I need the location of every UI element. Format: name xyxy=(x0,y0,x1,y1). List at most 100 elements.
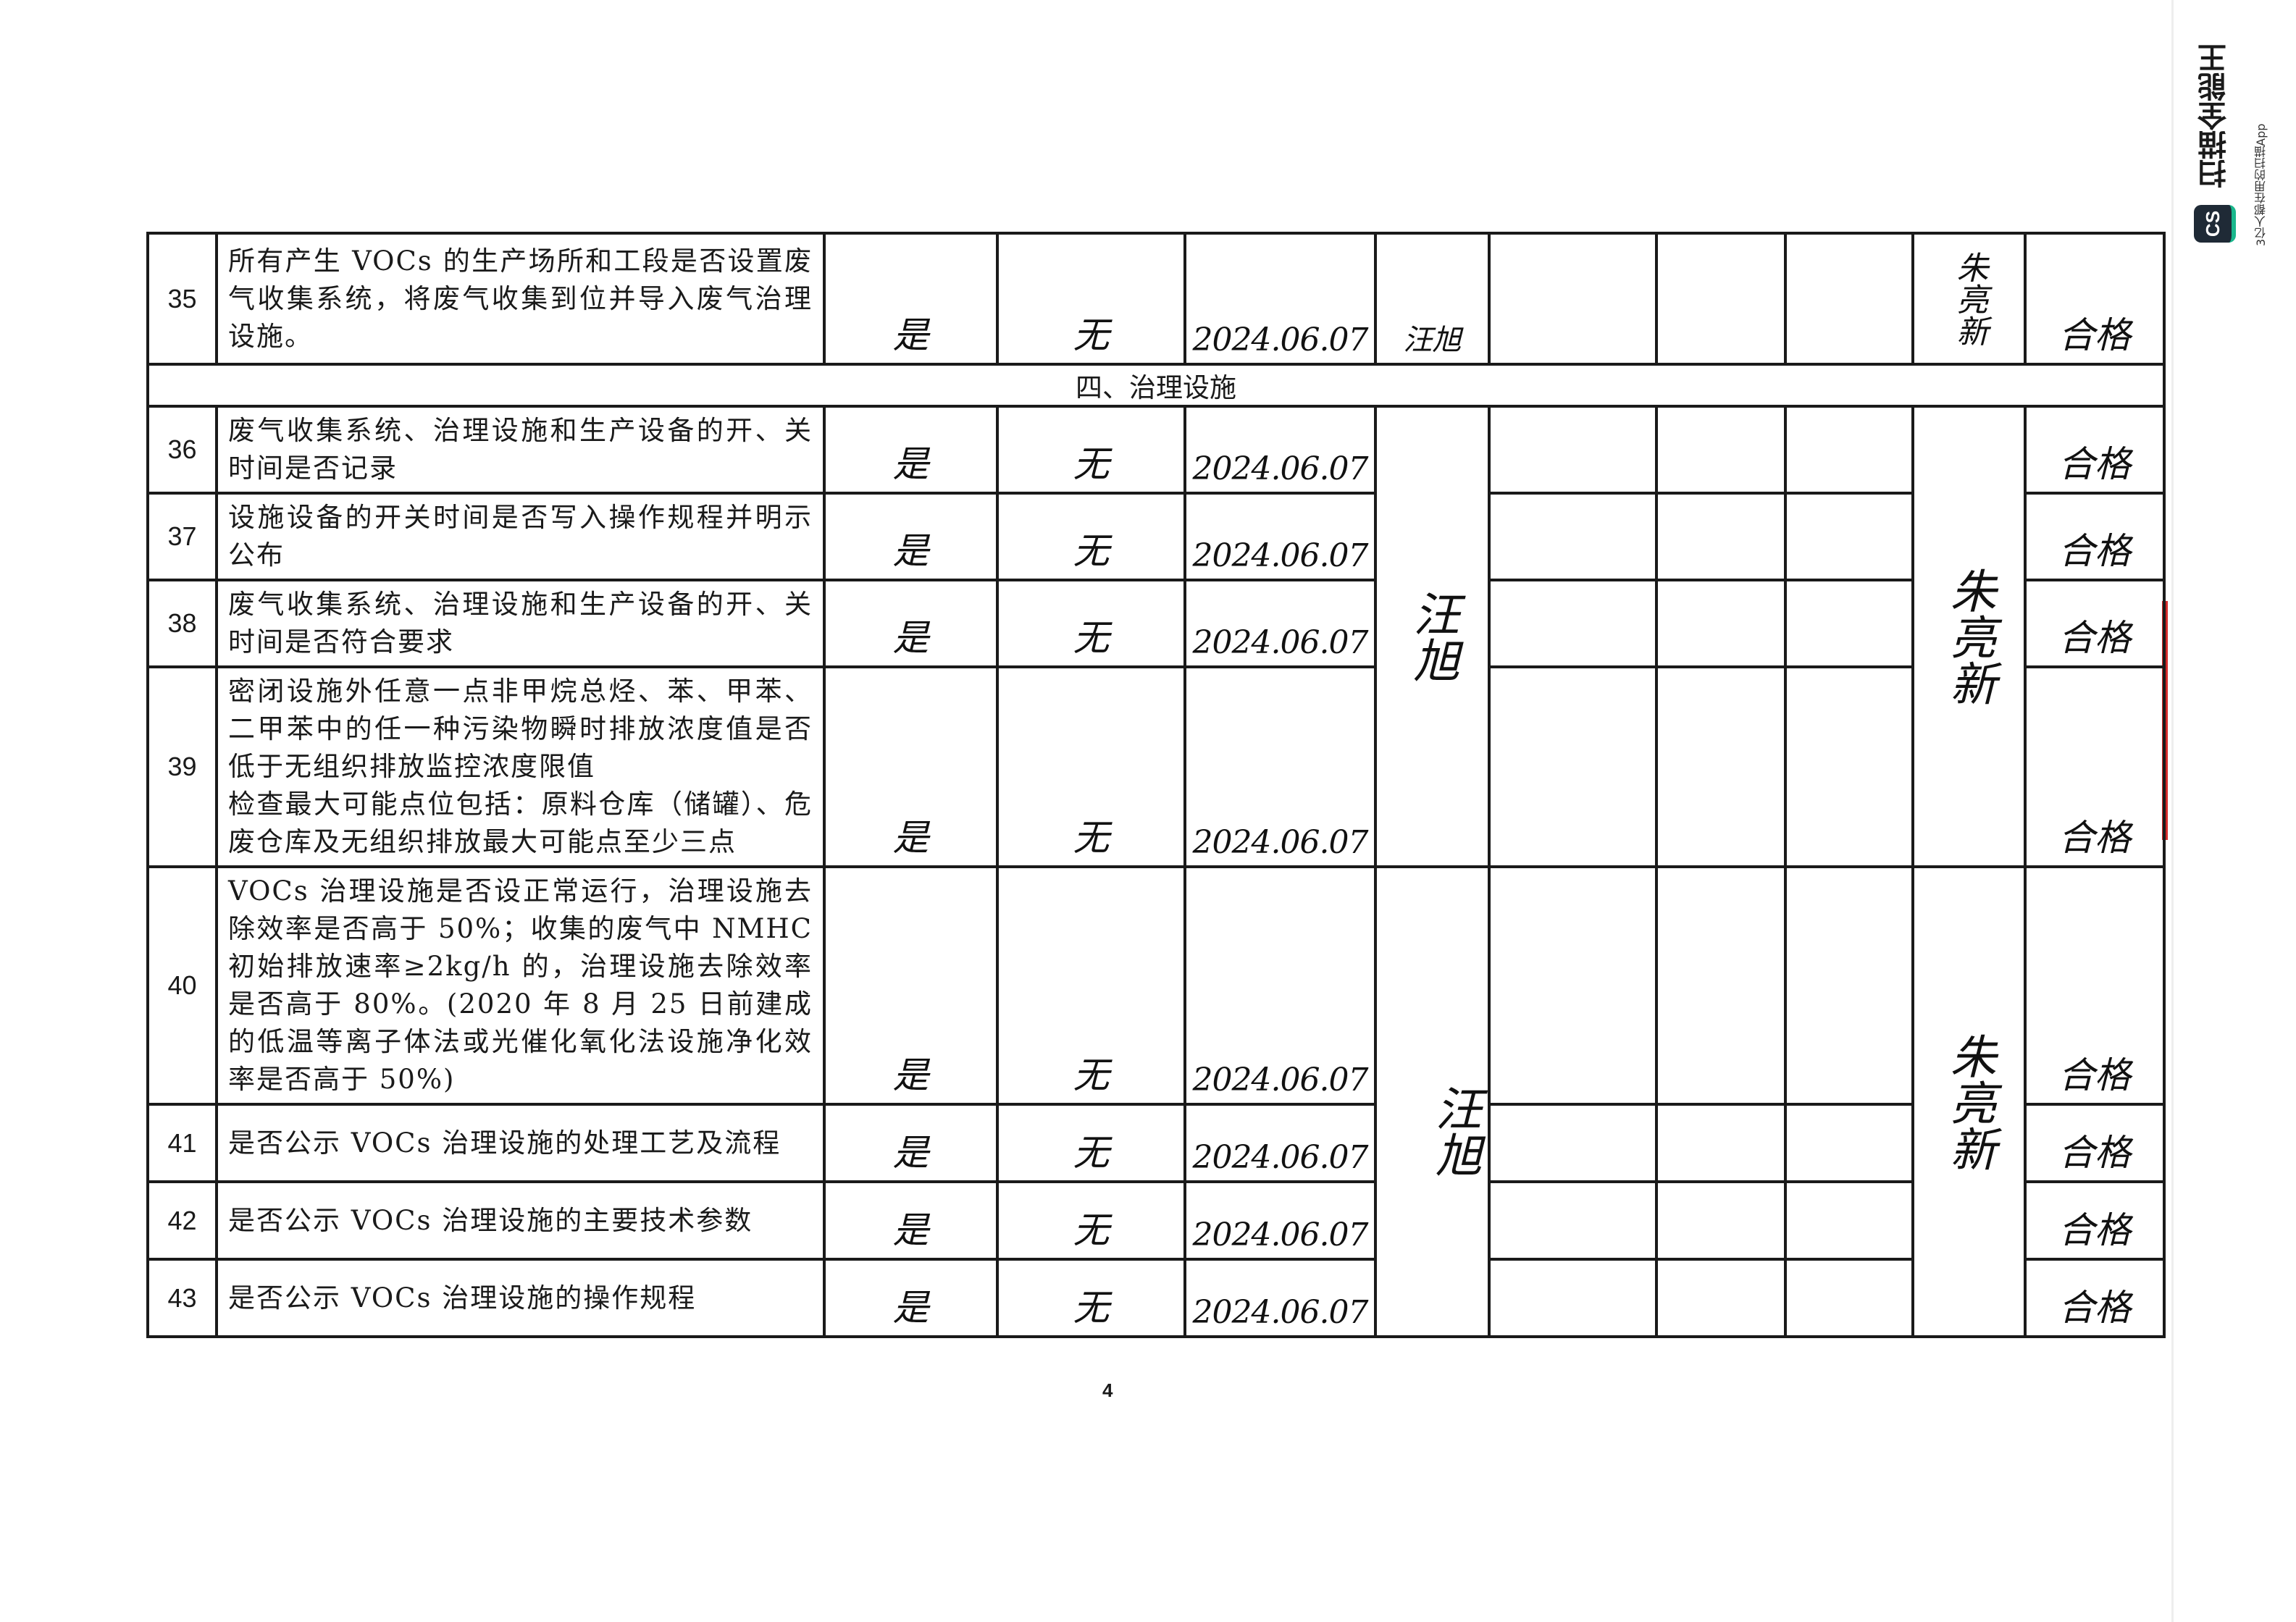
signature: 朱亮新 xyxy=(1911,405,2027,868)
empty-cell xyxy=(1655,865,1787,1106)
empty-cell xyxy=(1488,865,1658,1106)
issue-cell: 无 xyxy=(996,1258,1186,1338)
table-row: 36 废气收集系统、治理设施和生产设备的开、关时间是否记录 是 无 2024.0… xyxy=(146,405,2166,868)
empty-cell xyxy=(1488,579,1658,668)
empty-cell xyxy=(1655,1103,1787,1183)
check-item: 设施设备的开关时间是否写入操作规程并明示公布 xyxy=(215,492,826,581)
issue-cell: 无 xyxy=(996,665,1186,868)
conclusion-cell: 合格 xyxy=(2024,865,2166,1106)
signature: 朱亮新 xyxy=(1911,865,2027,1338)
empty-cell xyxy=(1655,1180,1787,1261)
check-item: 废气收集系统、治理设施和生产设备的开、关时间是否记录 xyxy=(215,405,826,495)
checker-cell: 汪旭 xyxy=(1374,232,1491,366)
table-row: 35 所有产生 VOCs 的生产场所和工段是否设置废气收集系统，将废气收集到位并… xyxy=(146,232,2166,366)
section-title: 四、治理设施 xyxy=(146,363,2166,408)
empty-cell xyxy=(1784,1258,1914,1338)
conclusion-cell: 合格 xyxy=(2024,405,2166,495)
issue-cell: 无 xyxy=(996,405,1186,495)
empty-cell xyxy=(1488,665,1658,868)
empty-cell xyxy=(1488,492,1658,581)
scan-edge xyxy=(2171,0,2174,1622)
check-item: VOCs 治理设施是否设正常运行，治理设施去除效率是否高于 50%；收集的废气中… xyxy=(215,865,826,1106)
empty-cell xyxy=(1488,1258,1658,1338)
conclusion-cell: 合格 xyxy=(2024,1258,2166,1338)
watermark-tagline: 3亿人都在用的扫描App xyxy=(2254,123,2268,246)
date-cell: 2024.06.07 xyxy=(1183,492,1377,581)
row-number: 41 xyxy=(146,1103,218,1183)
row-number: 40 xyxy=(146,865,218,1106)
conclusion-cell: 合格 xyxy=(2024,665,2166,868)
table-row: 37 设施设备的开关时间是否写入操作规程并明示公布 是 无 2024.06.07… xyxy=(146,492,2166,581)
empty-cell xyxy=(1655,665,1787,868)
table-row: 39 密闭设施外任意一点非甲烷总烃、苯、甲苯、二甲苯中的任一种污染物瞬时排放浓度… xyxy=(146,665,2166,868)
issue-cell: 无 xyxy=(996,232,1186,366)
conclusion-cell: 合格 xyxy=(2024,579,2166,668)
check-item: 是否公示 VOCs 治理设施的主要技术参数 xyxy=(215,1180,826,1261)
table-row: 38 废气收集系统、治理设施和生产设备的开、关时间是否符合要求 是 无 2024… xyxy=(146,579,2166,668)
empty-cell xyxy=(1784,665,1914,868)
empty-cell xyxy=(1488,232,1658,366)
checker-signature: 汪旭 xyxy=(1374,405,1491,868)
row-number: 35 xyxy=(146,232,218,366)
result-cell: 是 xyxy=(823,492,999,581)
date-cell: 2024.06.07 xyxy=(1183,1180,1377,1261)
date-cell: 2024.06.07 xyxy=(1183,1258,1377,1338)
cs-logo-icon: CS xyxy=(2194,205,2236,243)
empty-cell xyxy=(1784,579,1914,668)
check-item: 密闭设施外任意一点非甲烷总烃、苯、甲苯、二甲苯中的任一种污染物瞬时排放浓度值是否… xyxy=(215,665,826,868)
empty-cell xyxy=(1655,492,1787,581)
signature: 朱亮新 xyxy=(1911,232,2027,366)
row-number: 39 xyxy=(146,665,218,868)
conclusion-cell: 合格 xyxy=(2024,1103,2166,1183)
result-cell: 是 xyxy=(823,865,999,1106)
date-cell: 2024.06.07 xyxy=(1183,865,1377,1106)
result-cell: 是 xyxy=(823,1180,999,1261)
issue-cell: 无 xyxy=(996,492,1186,581)
result-cell: 是 xyxy=(823,665,999,868)
empty-cell xyxy=(1488,1103,1658,1183)
empty-cell xyxy=(1784,492,1914,581)
result-cell: 是 xyxy=(823,579,999,668)
result-cell: 是 xyxy=(823,232,999,366)
issue-cell: 无 xyxy=(996,1103,1186,1183)
watermark-name: 扫描全能王 xyxy=(2198,43,2232,188)
result-cell: 是 xyxy=(823,405,999,495)
check-item: 是否公示 VOCs 治理设施的操作规程 xyxy=(215,1258,826,1338)
inspection-table: 35 所有产生 VOCs 的生产场所和工段是否设置废气收集系统，将废气收集到位并… xyxy=(146,232,2166,1338)
check-item: 是否公示 VOCs 治理设施的处理工艺及流程 xyxy=(215,1103,826,1183)
row-number: 36 xyxy=(146,405,218,495)
page-number: 4 xyxy=(1102,1379,1113,1401)
check-item: 所有产生 VOCs 的生产场所和工段是否设置废气收集系统，将废气收集到位并导入废… xyxy=(215,232,826,366)
issue-cell: 无 xyxy=(996,1180,1186,1261)
empty-cell xyxy=(1488,405,1658,495)
empty-cell xyxy=(1784,865,1914,1106)
row-number: 38 xyxy=(146,579,218,668)
date-cell: 2024.06.07 xyxy=(1183,665,1377,868)
table-row: 42 是否公示 VOCs 治理设施的主要技术参数 是 无 2024.06.07 … xyxy=(146,1180,2166,1261)
empty-cell xyxy=(1488,1180,1658,1261)
empty-cell xyxy=(1655,579,1787,668)
section-row: 四、治理设施 xyxy=(146,363,2166,408)
empty-cell xyxy=(1655,232,1787,366)
table-row: 43 是否公示 VOCs 治理设施的操作规程 是 无 2024.06.07 合格 xyxy=(146,1258,2166,1338)
empty-cell xyxy=(1655,1258,1787,1338)
checker-signature: 汪旭 xyxy=(1374,865,1491,1338)
conclusion-cell: 合格 xyxy=(2024,492,2166,581)
conclusion-cell: 合格 xyxy=(2024,1180,2166,1261)
table-row: 41 是否公示 VOCs 治理设施的处理工艺及流程 是 无 2024.06.07… xyxy=(146,1103,2166,1183)
issue-cell: 无 xyxy=(996,865,1186,1106)
row-number: 37 xyxy=(146,492,218,581)
empty-cell xyxy=(1784,405,1914,495)
date-cell: 2024.06.07 xyxy=(1183,1103,1377,1183)
conclusion-cell: 合格 xyxy=(2024,232,2166,366)
row-number: 42 xyxy=(146,1180,218,1261)
empty-cell xyxy=(1784,232,1914,366)
date-cell: 2024.06.07 xyxy=(1183,405,1377,495)
empty-cell xyxy=(1784,1180,1914,1261)
empty-cell xyxy=(1784,1103,1914,1183)
result-cell: 是 xyxy=(823,1103,999,1183)
issue-cell: 无 xyxy=(996,579,1186,668)
empty-cell xyxy=(1655,405,1787,495)
result-cell: 是 xyxy=(823,1258,999,1338)
row-number: 43 xyxy=(146,1258,218,1338)
